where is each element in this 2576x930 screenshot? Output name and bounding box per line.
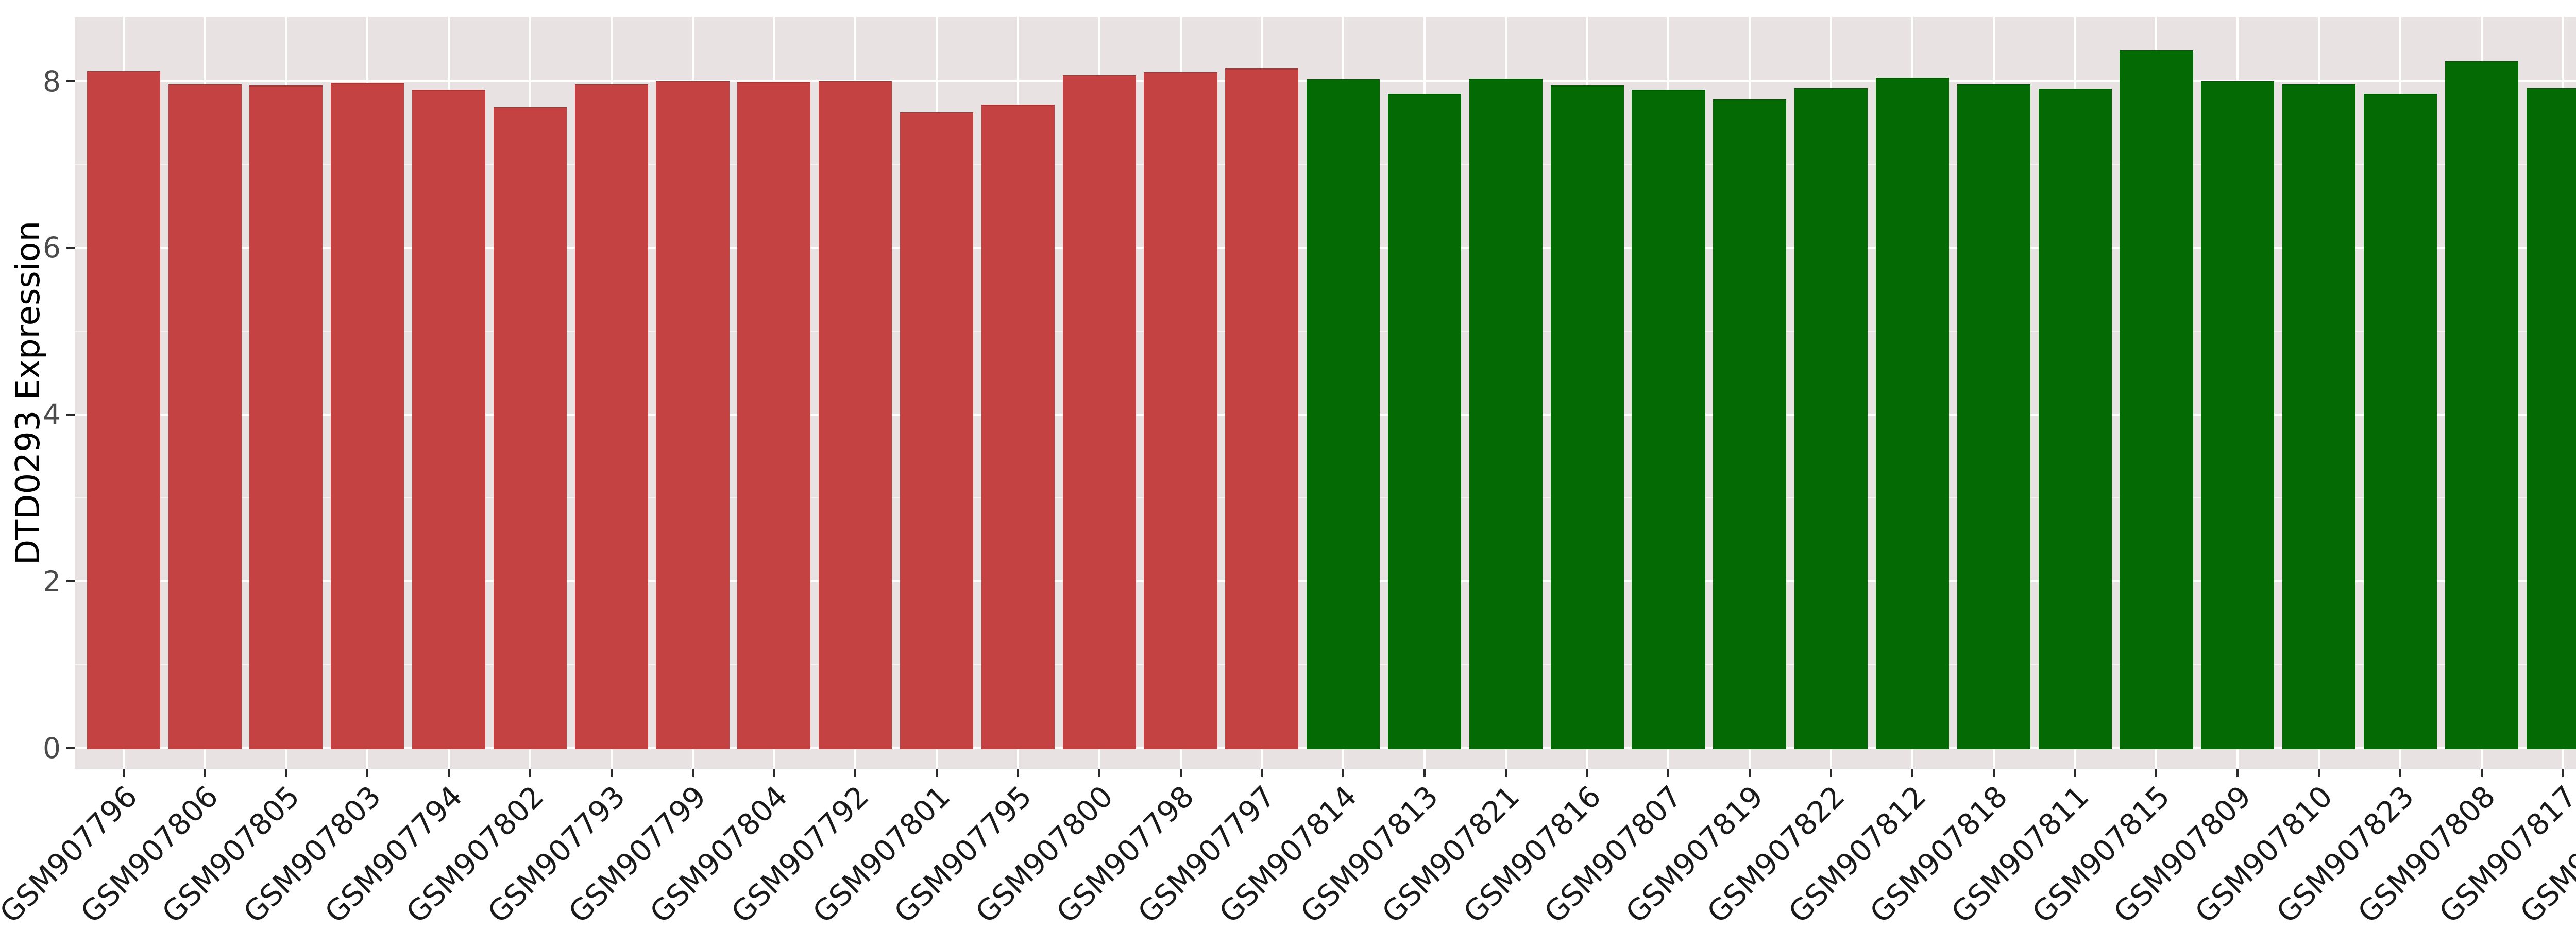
bar-GSM907807 (1632, 89, 1705, 749)
y-tick-mark (66, 580, 75, 582)
x-tick-mark (1016, 769, 1019, 777)
bar-GSM907814 (1307, 79, 1380, 749)
bar-GSM907805 (249, 85, 323, 749)
x-tick-mark (285, 769, 287, 777)
x-tick-mark (1342, 769, 1345, 777)
x-tick-mark (1504, 769, 1507, 777)
bar-GSM907813 (1387, 93, 1462, 749)
x-tick-mark (2155, 769, 2158, 777)
x-tick-mark (2562, 769, 2564, 777)
bar-GSM907810 (2282, 84, 2356, 749)
bar-GSM907802 (493, 107, 567, 749)
bar-GSM907800 (1062, 75, 1136, 749)
bar-GSM907816 (1550, 85, 1624, 749)
bar-GSM907815 (2120, 50, 2193, 749)
bar-GSM907808 (2445, 61, 2518, 749)
bar-GSM907821 (1469, 78, 1543, 749)
y-tick-mark (66, 747, 75, 749)
bar-GSM907806 (168, 84, 242, 749)
y-tick-label: 6 (43, 231, 61, 265)
x-tick-mark (529, 769, 531, 777)
plot-panel (75, 17, 2576, 769)
bar-GSM907794 (412, 89, 486, 749)
x-tick-mark (1098, 769, 1100, 777)
bar-GSM907818 (1957, 84, 2030, 749)
bar-GSM907803 (331, 82, 404, 749)
x-tick-mark (2318, 769, 2320, 777)
y-tick-label: 0 (43, 731, 61, 765)
x-tick-mark (1911, 769, 1913, 777)
bar-GSM907811 (2038, 89, 2112, 749)
bar-GSM907798 (1144, 72, 1217, 749)
bar-GSM907822 (1794, 88, 1868, 749)
y-tick-mark (66, 80, 75, 82)
bar-GSM907796 (87, 71, 160, 749)
x-tick-mark (366, 769, 369, 777)
x-tick-mark (122, 769, 125, 777)
bar-GSM907804 (737, 82, 811, 749)
x-tick-mark (691, 769, 694, 777)
bar-GSM907797 (1225, 68, 1299, 749)
x-tick-mark (936, 769, 938, 777)
x-tick-mark (1749, 769, 1751, 777)
x-tick-label-text: GSM907796 (0, 779, 144, 930)
x-tick-mark (1830, 769, 1833, 777)
x-tick-mark (1261, 769, 1263, 777)
y-tick-label: 2 (43, 564, 61, 598)
y-tick-label: 8 (43, 64, 61, 98)
x-tick-mark (2236, 769, 2239, 777)
bar-GSM907799 (656, 81, 730, 749)
bar-GSM907801 (900, 112, 974, 749)
y-tick-mark (66, 247, 75, 249)
x-tick-mark (1179, 769, 1182, 777)
x-tick-mark (204, 769, 206, 777)
x-tick-mark (1586, 769, 1588, 777)
bar-GSM907817 (2526, 88, 2576, 749)
x-tick-mark (2074, 769, 2076, 777)
x-tick-mark (1667, 769, 1670, 777)
x-tick-mark (2399, 769, 2401, 777)
x-tick-mark (1992, 769, 1995, 777)
bar-GSM907809 (2201, 81, 2275, 749)
x-tick-mark (854, 769, 857, 777)
bar-GSM907793 (574, 84, 648, 749)
x-tick-mark (1423, 769, 1426, 777)
y-tick-mark (66, 414, 75, 416)
x-tick-mark (610, 769, 613, 777)
x-tick-mark (448, 769, 450, 777)
bar-GSM907823 (2363, 93, 2437, 749)
bar-GSM907812 (1875, 78, 1949, 749)
y-tick-label: 4 (43, 398, 61, 432)
bar-GSM907819 (1713, 99, 1787, 749)
bar-GSM907792 (819, 81, 892, 749)
y-axis-label: DTD0293 Expression (9, 220, 47, 565)
bar-GSM907795 (981, 104, 1055, 749)
x-tick-mark (2480, 769, 2483, 777)
x-tick-mark (773, 769, 775, 777)
